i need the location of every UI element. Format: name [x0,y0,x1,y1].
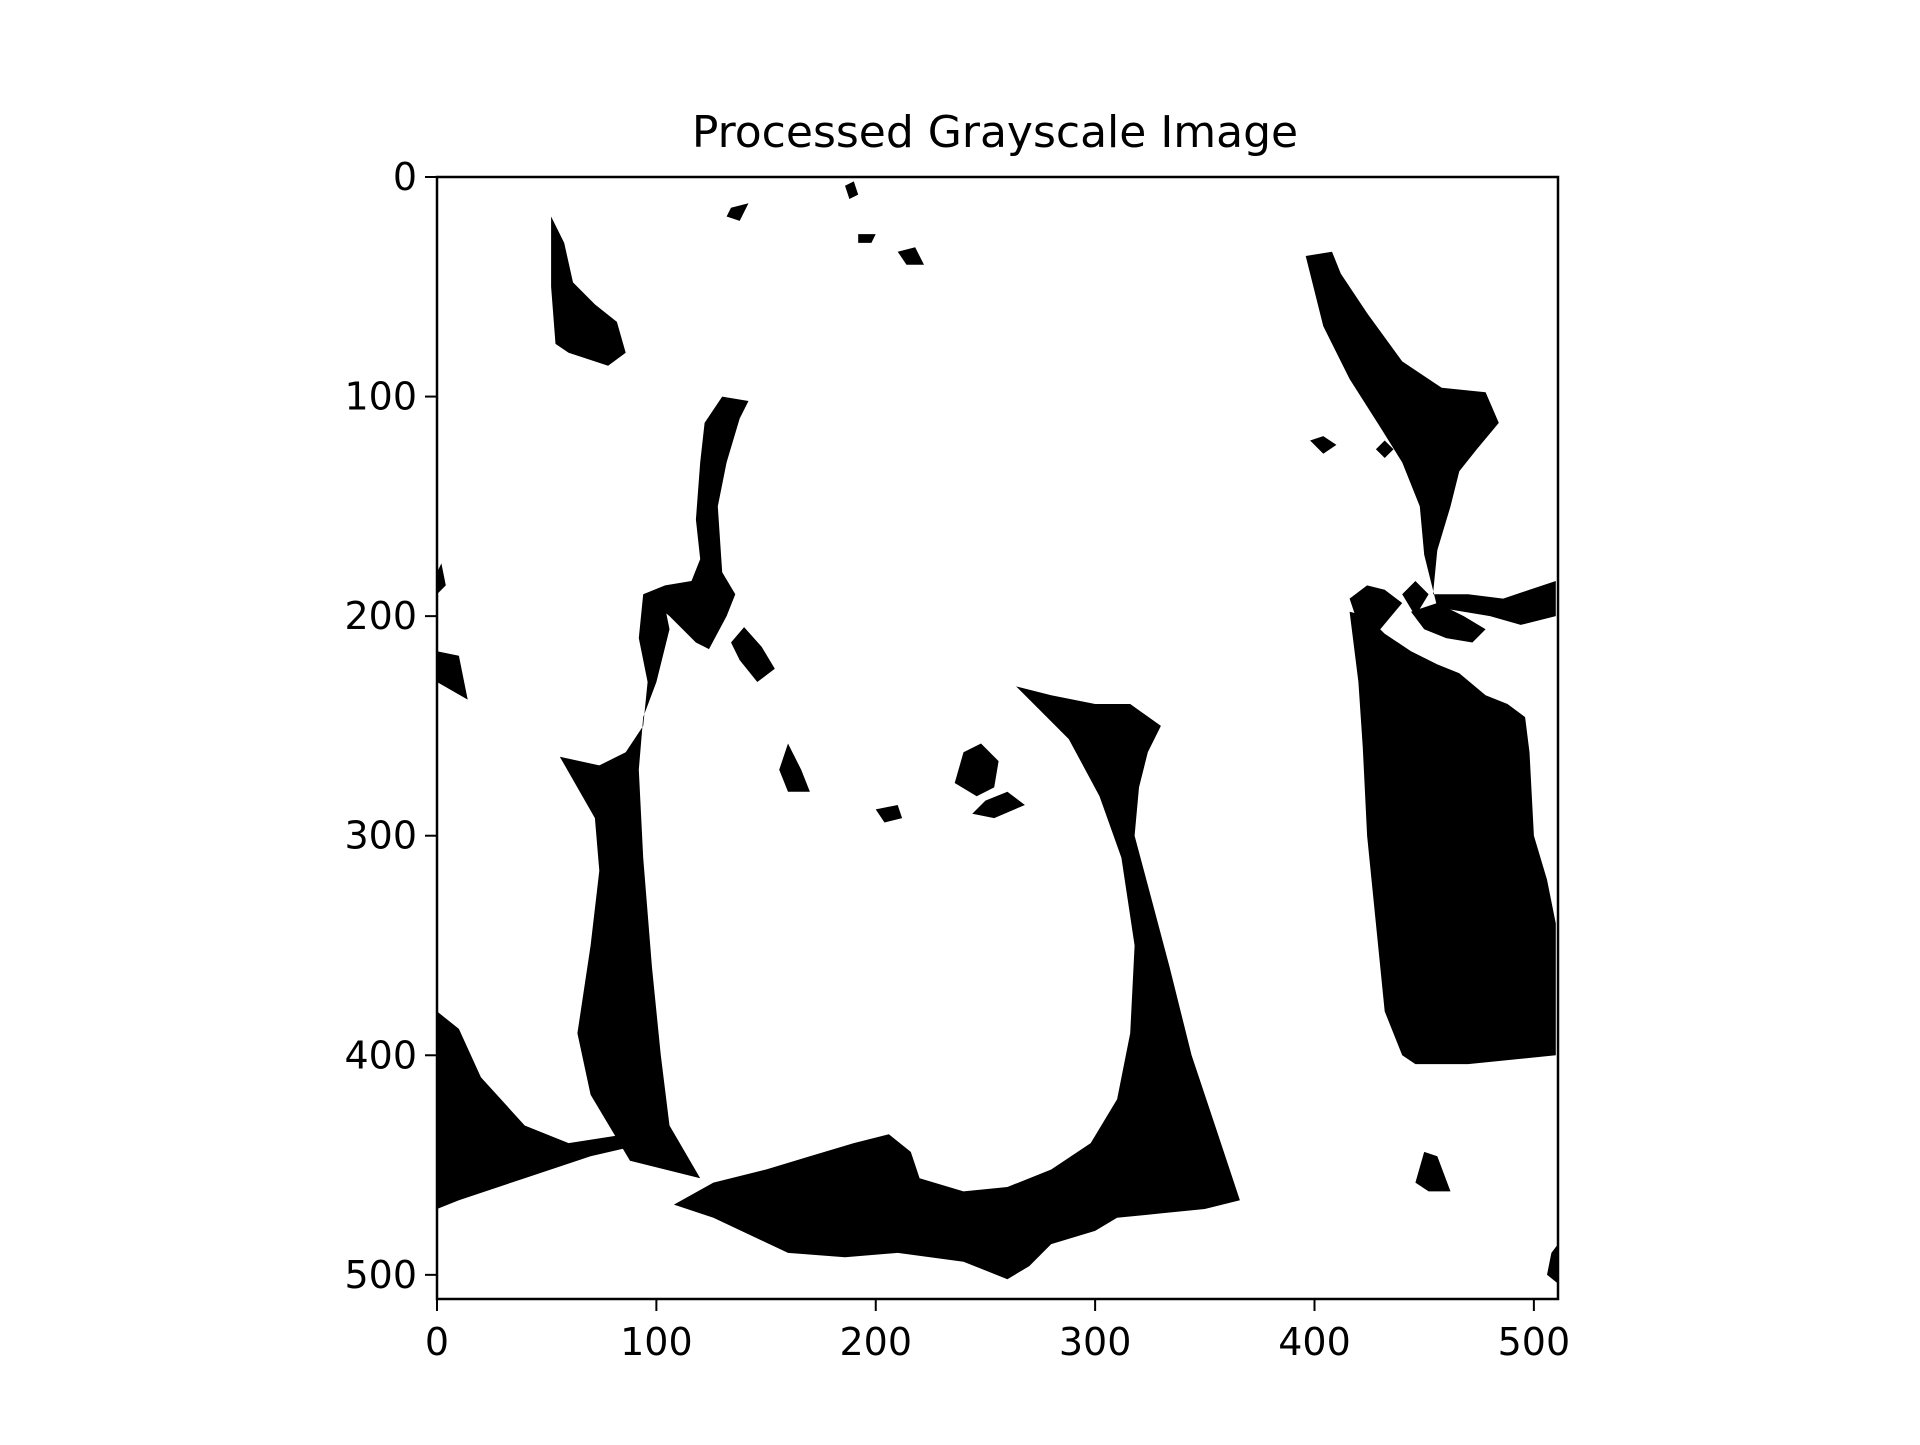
x-tick-label-0: 0 [425,1320,449,1364]
black-region-8 [779,743,810,792]
chart-title: Processed Grayscale Image [692,107,1298,158]
black-region-5 [437,1011,648,1209]
black-region-14 [1305,251,1556,625]
black-region-3 [559,594,701,1179]
x-tick-label-2: 200 [839,1320,912,1364]
y-tick-label-2: 200 [344,594,417,638]
x-tick-label-5: 500 [1498,1320,1571,1364]
black-region-22 [858,234,876,243]
x-axis: 0 100 200 300 400 500 [425,1299,1570,1364]
image-layer [437,181,1558,1284]
y-axis: 0 100 200 300 400 500 [344,155,437,1297]
black-region-4 [437,651,468,700]
black-region-16 [1415,1151,1451,1192]
black-region-13 [1411,603,1486,643]
y-tick-label-3: 300 [344,814,417,858]
black-region-9 [972,791,1025,819]
x-tick-label-3: 300 [1059,1320,1132,1364]
x-tick-label-1: 100 [620,1320,693,1364]
black-region-18 [1375,440,1394,458]
black-region-17 [1310,436,1337,454]
black-region-15 [1402,581,1429,617]
black-region-1 [643,396,749,650]
black-region-23 [437,563,446,595]
black-region-12 [1349,585,1403,630]
black-region-19 [726,203,749,221]
black-region-2 [731,627,775,682]
black-region-21 [897,247,924,265]
black-region-11 [1349,611,1556,1065]
y-tick-label-0: 0 [393,155,417,199]
black-region-6 [673,686,1240,1280]
x-tick-label-4: 400 [1278,1320,1351,1364]
black-region-24 [1547,1244,1558,1284]
black-region-10 [875,805,903,823]
black-region-20 [845,181,859,199]
black-region-7 [954,743,999,797]
y-tick-label-5: 500 [344,1253,417,1297]
y-tick-label-4: 400 [344,1033,417,1077]
plot-frame [435,175,1560,1301]
y-tick-label-1: 100 [344,375,417,419]
black-region-0 [551,216,626,366]
